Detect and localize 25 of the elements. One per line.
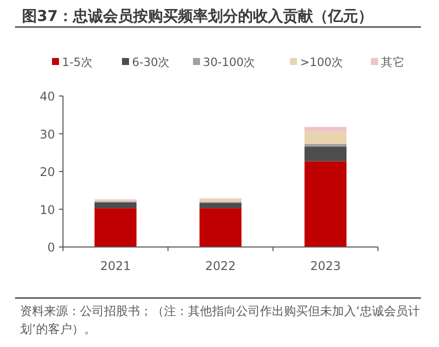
- x-tick-label: 2023: [310, 259, 341, 273]
- y-tick-label: 20: [40, 165, 55, 179]
- text: 资料来源：公司招股书；（注：其他指向公司作出购买但未加入‘忠诚会员计划’的客户）。: [20, 303, 421, 338]
- x-tick-label: 2022: [205, 259, 236, 273]
- bar: [94, 208, 136, 247]
- bar: [304, 126, 346, 132]
- y-tick-label: 40: [40, 90, 55, 104]
- bar: [200, 202, 242, 208]
- bar: [304, 161, 346, 247]
- legend-label: 6-30次: [132, 55, 170, 69]
- x-tick-label: 2021: [100, 259, 131, 273]
- bar: [304, 144, 346, 147]
- y-tick-label: 30: [40, 127, 55, 142]
- y-tick-label: 10: [40, 202, 55, 217]
- bar: [304, 146, 346, 162]
- bar: [304, 132, 346, 144]
- bar: [200, 199, 242, 202]
- legend-label: 其它: [381, 55, 405, 69]
- title: 图37：忠诚会员按购买频率划分的收入贡献（亿元）: [22, 7, 373, 25]
- legend-label: 1-5次: [62, 55, 93, 69]
- bar: [94, 202, 136, 208]
- bar: [200, 208, 242, 247]
- legend-label: >100次: [300, 55, 344, 69]
- y-tick-label: 0: [47, 240, 55, 254]
- legend-label: 30-100次: [203, 55, 256, 69]
